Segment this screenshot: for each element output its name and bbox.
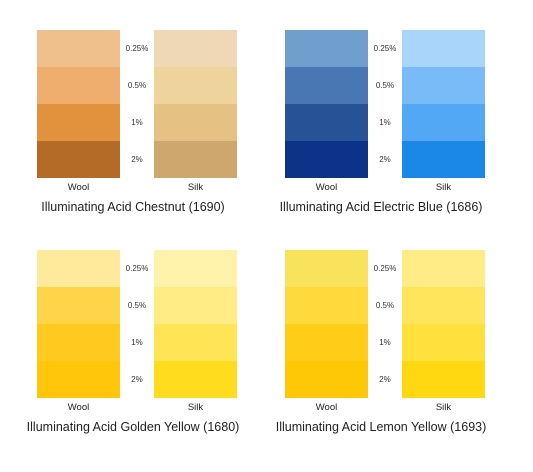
silk-swatch bbox=[154, 67, 237, 104]
silk-swatch bbox=[154, 361, 237, 398]
silk-swatch bbox=[402, 104, 485, 141]
wool-swatch bbox=[37, 30, 120, 67]
wool-swatch bbox=[285, 287, 368, 324]
wool-swatch bbox=[37, 324, 120, 361]
dye-card: Wool Silk 0.25% 0.5% 1% 2% Illuminating Acid G… bbox=[0, 220, 266, 456]
wool-label: Wool bbox=[315, 402, 338, 413]
concentration-label: 2% bbox=[131, 155, 143, 164]
concentration-label: 2% bbox=[131, 375, 143, 384]
concentration-label: 1% bbox=[131, 118, 143, 127]
wool-swatch bbox=[285, 361, 368, 398]
wool-swatch-column bbox=[285, 30, 368, 178]
dye-title: Illuminating Acid Chestnut (1690) bbox=[41, 200, 225, 214]
wool-swatch-column bbox=[285, 250, 368, 398]
wool-swatch bbox=[285, 141, 368, 178]
wool-swatch bbox=[37, 67, 120, 104]
wool-swatch bbox=[37, 104, 120, 141]
wool-swatch-column bbox=[37, 250, 120, 398]
concentration-label: 0.5% bbox=[375, 301, 395, 310]
silk-swatch bbox=[402, 324, 485, 361]
silk-swatch-column bbox=[402, 30, 485, 178]
silk-label: Silk bbox=[187, 402, 204, 413]
silk-swatch bbox=[154, 250, 237, 287]
concentration-label: 0.5% bbox=[127, 81, 147, 90]
dye-card: Wool Silk 0.25% 0.5% 1% 2% Illuminating Acid L… bbox=[248, 220, 514, 456]
concentration-label: 2% bbox=[379, 155, 391, 164]
silk-swatch bbox=[402, 250, 485, 287]
silk-swatch bbox=[402, 141, 485, 178]
concentration-label: 2% bbox=[379, 375, 391, 384]
concentration-label: 0.25% bbox=[125, 264, 149, 273]
silk-swatch-column bbox=[154, 250, 237, 398]
wool-swatch bbox=[37, 361, 120, 398]
concentration-label: 1% bbox=[379, 338, 391, 347]
wool-swatch bbox=[285, 250, 368, 287]
wool-label: Wool bbox=[67, 182, 90, 193]
dye-card: Wool Silk 0.25% 0.5% 1% 2% Illuminating Acid C… bbox=[0, 0, 266, 236]
wool-label: Wool bbox=[67, 402, 90, 413]
silk-swatch bbox=[402, 287, 485, 324]
dye-title: Illuminating Acid Electric Blue (1686) bbox=[279, 200, 483, 214]
silk-swatch-column bbox=[154, 30, 237, 178]
concentration-label: 1% bbox=[379, 118, 391, 127]
wool-swatch bbox=[37, 141, 120, 178]
silk-label: Silk bbox=[187, 182, 204, 193]
silk-swatch bbox=[402, 30, 485, 67]
dye-title: Illuminating Acid Golden Yellow (1680) bbox=[26, 420, 240, 434]
silk-label: Silk bbox=[435, 402, 452, 413]
silk-label: Silk bbox=[435, 182, 452, 193]
wool-swatch-column bbox=[37, 30, 120, 178]
concentration-label: 0.25% bbox=[125, 44, 149, 53]
wool-label: Wool bbox=[315, 182, 338, 193]
wool-swatch bbox=[285, 324, 368, 361]
wool-swatch bbox=[37, 250, 120, 287]
silk-swatch bbox=[154, 324, 237, 361]
wool-swatch bbox=[285, 67, 368, 104]
concentration-label: 1% bbox=[131, 338, 143, 347]
wool-swatch bbox=[37, 287, 120, 324]
silk-swatch bbox=[154, 287, 237, 324]
silk-swatch bbox=[154, 104, 237, 141]
concentration-label: 0.25% bbox=[373, 264, 397, 273]
concentration-label: 0.5% bbox=[127, 301, 147, 310]
silk-swatch bbox=[402, 361, 485, 398]
concentration-label: 0.5% bbox=[375, 81, 395, 90]
concentration-label: 0.25% bbox=[373, 44, 397, 53]
dye-card: Wool Silk 0.25% 0.5% 1% 2% Illuminating Acid E… bbox=[248, 0, 514, 236]
silk-swatch-column bbox=[402, 250, 485, 398]
silk-swatch bbox=[154, 141, 237, 178]
wool-swatch bbox=[285, 104, 368, 141]
dye-title: Illuminating Acid Lemon Yellow (1693) bbox=[275, 420, 487, 434]
silk-swatch bbox=[154, 30, 237, 67]
wool-swatch bbox=[285, 30, 368, 67]
silk-swatch bbox=[402, 67, 485, 104]
